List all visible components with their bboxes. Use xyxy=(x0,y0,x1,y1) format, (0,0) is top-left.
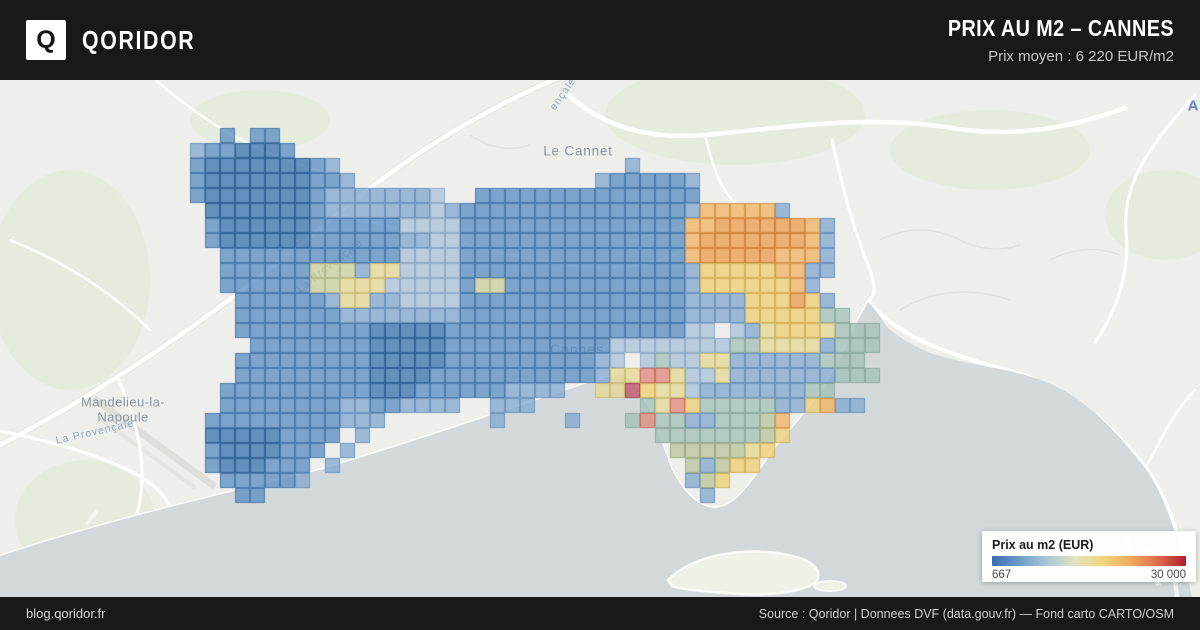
brand-block: Q QORIDOR xyxy=(26,20,220,60)
legend-max: 30 000 xyxy=(1150,569,1186,581)
map-area: Le CannetCannesMandelieu-la-NapouleLa Pr… xyxy=(0,80,1200,597)
legend-title: Prix au m2 (EUR) xyxy=(992,538,1094,552)
legend-gradient-bar xyxy=(992,556,1186,566)
footer-source: Source : Qoridor | Donnees DVF (data.gou… xyxy=(758,606,1174,621)
page-title: PRIX AU M2 – CANNES xyxy=(947,15,1174,41)
legend: Prix au m2 (EUR) 667 30 000 xyxy=(982,531,1196,582)
brand-name: QORIDOR xyxy=(82,24,196,55)
qoridor-logo: Q xyxy=(26,20,66,60)
logo-q-icon: Q xyxy=(36,25,56,54)
page-subtitle: Prix moyen : 6 220 EUR/m2 xyxy=(988,48,1174,65)
legend-min: 667 xyxy=(992,569,1012,581)
footer: blog.qoridor.fr Source : Qoridor | Donne… xyxy=(0,597,1200,630)
header: Q QORIDOR PRIX AU M2 – CANNES Prix moyen… xyxy=(0,0,1200,80)
footer-site: blog.qoridor.fr xyxy=(26,606,106,621)
price-heatmap xyxy=(0,80,1200,597)
